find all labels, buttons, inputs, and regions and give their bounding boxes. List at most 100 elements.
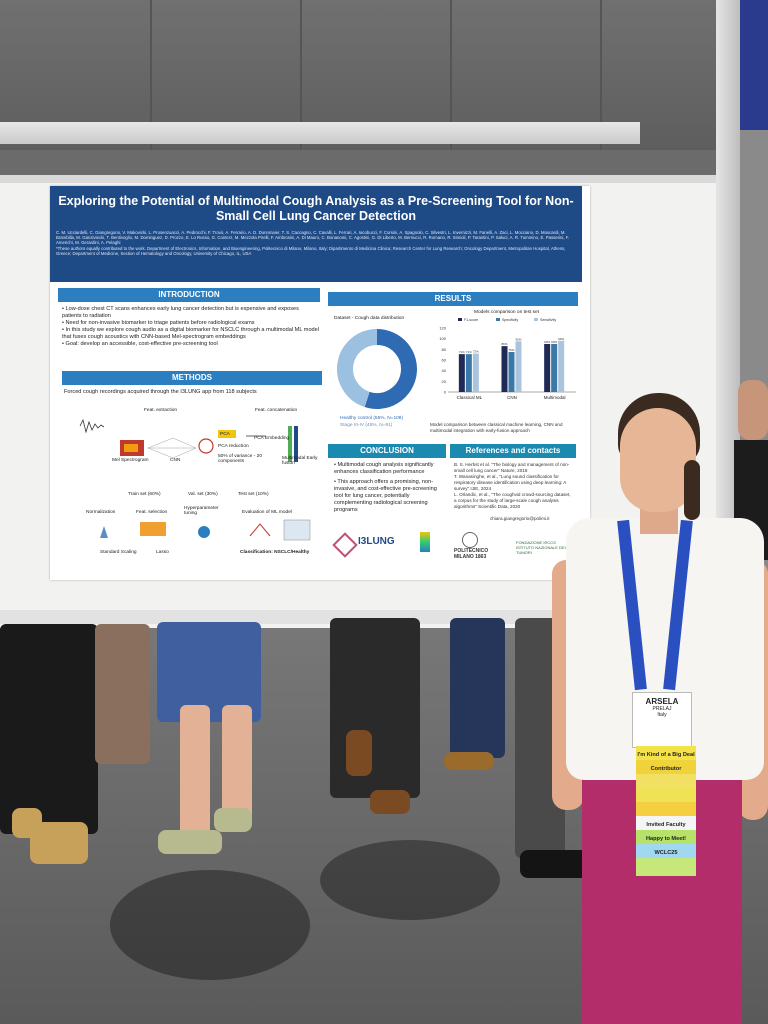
person-dress [95, 624, 150, 764]
bar [508, 352, 515, 392]
badge-ribbon [636, 858, 696, 876]
lasso-label: Lasso [156, 550, 169, 555]
y-tick-label: 80 [442, 347, 447, 352]
donut-slice [364, 329, 417, 409]
train-label: Train set (60%) [128, 492, 161, 497]
conclusion-bullet: Multimodal cough analysis significantly … [334, 462, 444, 476]
standard-label: Standard Scaling [100, 550, 137, 555]
badge-ribbon: Happy to Meet! [636, 830, 696, 848]
contact-email: chiara.giangregorio@polimi.it [490, 516, 550, 521]
shoe [214, 808, 252, 832]
badge-ribbon: I'm Kind of a Big Deal [636, 746, 696, 764]
legend-label: Sensitivity [540, 318, 556, 322]
poster-header: Exploring the Potential of Multimodal Co… [50, 186, 582, 282]
bar [515, 341, 522, 392]
feat-extraction-label: Feat. extraction [144, 408, 178, 413]
intro-heading: INTRODUCTION [58, 288, 320, 302]
legend-swatch [458, 318, 462, 321]
bar-value-label: 95% [515, 337, 521, 341]
badge-ribbon [636, 788, 696, 806]
donut-legend-stage: Stage III-IV (45%, N=91) [340, 423, 393, 428]
presenter-ponytail [684, 460, 700, 520]
affiliations: *These authors equally contributed to th… [56, 245, 566, 256]
author-list: C. M. Ucciardelli, C. Giangregorio, V. M… [56, 230, 570, 246]
politecnico-logo: POLITECNICO MILANO 1863 [454, 548, 489, 560]
y-tick-label: 100 [439, 336, 446, 341]
feat-selection-label: Feat. selection [136, 510, 168, 515]
intro-bullet: Low-dose chest CT scans enhances early l… [62, 306, 320, 320]
poster-authors: C. M. Ucciardelli, C. Giangregorio, V. M… [56, 230, 576, 280]
donut-chart [337, 329, 417, 409]
references-list: B. S. Herbst et al. "The biology and man… [454, 462, 574, 510]
shoe [346, 730, 372, 776]
bar [472, 353, 479, 392]
methods-diagram [79, 418, 298, 462]
val-label: Val. set (30%) [188, 492, 218, 497]
pca-label: PCA [220, 432, 230, 437]
model-comparison-label: Models comparison on test set [474, 310, 540, 315]
classification-label: Classification: NSCLC/Healthy [240, 550, 310, 555]
dataset-label: Dataset - Cough data distribution [334, 316, 405, 321]
methods-lead: Forced cough recordings acquired through… [64, 389, 257, 395]
bar-value-label: 75% [508, 348, 514, 352]
bar-value-label: 72% [473, 350, 479, 354]
category-label: CNN [507, 395, 517, 400]
legend-label: Specificity [502, 318, 518, 322]
shoe [370, 790, 410, 814]
bar [458, 354, 465, 392]
wall-seam [300, 0, 302, 150]
poster-title: Exploring the Potential of Multimodal Co… [58, 194, 574, 223]
shoe [12, 808, 42, 838]
normalization-label: Normalization [86, 510, 116, 515]
wall-seam [450, 0, 452, 150]
badge-ribbon: WCLC25 [636, 844, 696, 862]
results-caption: Model comparison between classical machi… [430, 422, 563, 433]
wall-seam [150, 0, 152, 150]
wall-seam [600, 0, 602, 150]
intro-bullet: In this study we explore cough audio as … [62, 327, 320, 341]
int-logo: FONDAZIONE IRCCS ISTITUTO NAZIONALE DEI … [516, 540, 566, 555]
partner-logo-icon [420, 532, 430, 552]
donut-legend-healthy: Healthy control (55%, N=108) [340, 416, 404, 421]
person-legs [0, 624, 98, 834]
category-label: Classical ML [457, 395, 483, 400]
metal-rail [0, 122, 640, 144]
bar-value-label: 96% [558, 337, 564, 341]
politecnico-seal-icon [462, 532, 478, 548]
evaluation-label: Evaluation of ML model [242, 510, 292, 515]
results-heading: RESULTS [328, 292, 578, 306]
research-poster: Exploring the Potential of Multimodal Co… [50, 186, 590, 580]
y-tick-label: 120 [439, 326, 446, 331]
person-leg [222, 705, 252, 825]
badge-country: Italy [657, 712, 667, 718]
conclusion-heading: CONCLUSION [328, 444, 446, 458]
reference-item: B. S. Herbst et al. "The biology and man… [454, 462, 570, 473]
pipeline-diagram [100, 519, 311, 541]
floor-shadow [110, 870, 310, 980]
bar-value-label: 71% [466, 350, 472, 354]
methods-heading: METHODS [62, 371, 322, 385]
badge-ribbon: Contributor [636, 760, 696, 778]
name-badge: ARSELA PRELAJ Italy [632, 692, 692, 748]
category-label: Multimodal [544, 395, 566, 400]
bar-value-label: 90% [551, 340, 557, 344]
person-jeans [450, 618, 505, 758]
bar [544, 344, 551, 392]
references-heading: References and contacts [450, 444, 576, 458]
bar-value-label: 86% [501, 342, 507, 346]
bar [501, 346, 508, 392]
intro-bullet: Goal: develop an accessible, cost-effect… [62, 341, 320, 348]
bar-value-label: 71% [459, 350, 465, 354]
badge-ribbon [636, 774, 696, 792]
y-tick-label: 20 [442, 379, 447, 384]
pca-embedding-label: PCA Embedding [254, 436, 290, 441]
blue-sign [740, 0, 768, 130]
pca-reduction-label: PCA reduction [218, 444, 249, 449]
hyper-label: Hyperparameter tuning [184, 506, 219, 516]
mel-label: Mel Spectrogram [112, 458, 149, 463]
shoe [444, 752, 494, 770]
cnn-label: CNN [170, 458, 181, 463]
bar-value-label: 90% [544, 340, 550, 344]
badge-ribbon [636, 802, 696, 820]
test-label: Test set (10%) [238, 492, 269, 497]
